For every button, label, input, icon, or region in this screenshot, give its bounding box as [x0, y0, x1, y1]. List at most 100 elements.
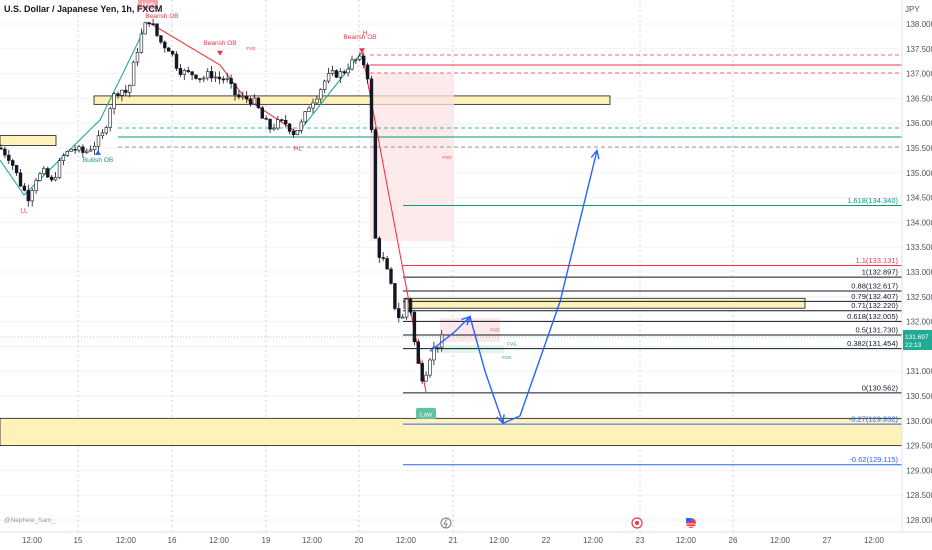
order-block-zone [93, 95, 611, 105]
fib-label: 0.618(132.005) [847, 312, 898, 321]
ob-marker-triangle [217, 50, 223, 56]
currency-label: JPY [905, 5, 920, 14]
candle-body [393, 283, 397, 309]
candle-body [315, 98, 319, 104]
candle-body [381, 257, 385, 259]
price-tick-label: 137.500 [906, 45, 932, 54]
candle-body [198, 78, 202, 80]
candle-body [217, 76, 222, 80]
candle-body [18, 172, 23, 187]
price-badge-bg [903, 330, 932, 350]
candle-body [268, 119, 272, 130]
candle-body [163, 41, 167, 49]
time-tick-label: 12:00 [209, 536, 230, 545]
candle-body [365, 64, 370, 80]
candle-body [330, 70, 335, 74]
time-tick-label: 20 [355, 536, 364, 545]
candle-body [190, 71, 194, 76]
candle-body [326, 73, 331, 82]
price-tick-label: 128.000 [906, 516, 932, 525]
price-tick-label: 134.500 [906, 194, 932, 203]
candle-body [334, 70, 339, 78]
candle-body [49, 176, 54, 181]
candle-body [436, 346, 440, 349]
fvg-label: FVG [442, 155, 452, 160]
candle-body [373, 129, 378, 239]
candle-body [206, 71, 210, 79]
candle-body [167, 47, 171, 52]
price-tick-label: 132.500 [906, 293, 932, 302]
bearish-fvg-box-small [440, 318, 500, 342]
candle-body [416, 341, 420, 364]
candle-body [147, 22, 151, 25]
order-block-zones [0, 95, 932, 447]
candle-body [256, 97, 261, 109]
candle-body [280, 119, 284, 121]
candle-body [128, 84, 132, 93]
candle-body [213, 76, 218, 79]
order-block-zone [0, 417, 932, 447]
fvg-label: FVG [246, 46, 256, 51]
swing-badge-label: High [141, 2, 155, 9]
time-tick-label: 26 [729, 536, 738, 545]
candle-body [131, 61, 136, 86]
time-tick-label: 23 [636, 536, 645, 545]
candle-body [3, 148, 7, 156]
candle-body [420, 363, 424, 382]
structure-label: Bearish OB [343, 34, 376, 41]
time-tick-label: 12:00 [22, 536, 43, 545]
price-tick-label: 128.500 [906, 491, 932, 500]
candle-body [73, 148, 77, 151]
price-tick-label: 135.500 [906, 144, 932, 153]
flash-event-icon[interactable] [440, 517, 452, 529]
candle-body [342, 71, 346, 74]
candle-body [89, 149, 93, 152]
candlestick-series [0, 18, 444, 384]
economic-event-dot [635, 521, 639, 525]
candle-body [248, 98, 253, 105]
candle-body [322, 80, 327, 90]
candle-body [38, 173, 42, 181]
price-tick-label: 137.000 [906, 70, 932, 79]
projection-path [429, 150, 598, 425]
candle-body [92, 145, 97, 151]
candle-body [358, 55, 362, 60]
candle-body [209, 71, 214, 79]
candle-body [303, 111, 307, 123]
time-tick-label: 12:00 [864, 536, 885, 545]
candle-body [159, 35, 163, 43]
ob-marker-triangle [359, 48, 365, 54]
candle-body [404, 298, 409, 318]
candle-body [287, 123, 292, 132]
candle-body [7, 154, 11, 161]
candle-body [155, 23, 159, 36]
candle-body [69, 148, 73, 152]
reference-dashed-lines [118, 54, 902, 148]
candle-body [307, 107, 311, 112]
order-block-zone [403, 297, 806, 309]
event-icons [440, 517, 696, 529]
time-tick-label: 12:00 [676, 536, 697, 545]
bearish-leg-1 [147, 21, 246, 99]
watermark: @Nephew_Sam_ [4, 517, 55, 524]
price-tick-label: 129.500 [906, 442, 932, 451]
candle-body [85, 150, 89, 153]
candle-body [272, 127, 276, 130]
candle-body [412, 311, 417, 343]
candle-body [291, 131, 296, 136]
candle-body [108, 108, 112, 128]
candle-body [34, 180, 38, 191]
candle-body [252, 97, 257, 105]
candle-body [346, 68, 350, 74]
candle-body [42, 168, 46, 175]
candle-body [77, 146, 81, 151]
chart-title: U.S. Dollar / Japanese Yen, 1h, FXCM [4, 4, 162, 14]
candle-body [202, 77, 206, 80]
price-tick-label: 129.000 [906, 466, 932, 475]
annotation-labels: LL Bullish OB Bearish OB Bearish OB HL Bearis… [20, 0, 517, 419]
swing-badge-bg [416, 407, 436, 419]
projection-arrowhead [590, 148, 600, 160]
fib-label: -0.62(129.115) [849, 455, 898, 464]
candle-body [233, 83, 237, 96]
